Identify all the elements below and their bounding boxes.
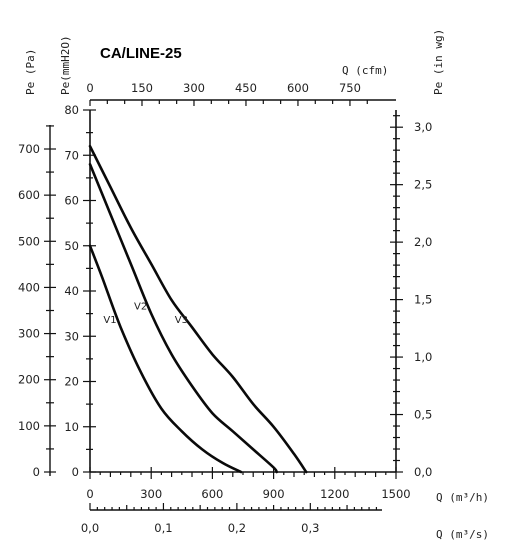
- mmh2o-tick-label: 40: [64, 284, 79, 298]
- mmh2o-tick-label: 60: [64, 194, 79, 208]
- m3h-tick-label: 1500: [381, 487, 410, 501]
- cfm-tick-label: 450: [235, 81, 257, 95]
- m3h-tick-label: 600: [201, 487, 223, 501]
- mmh2o-tick-label: 70: [64, 148, 79, 162]
- inwg-tick-label: 0,5: [414, 408, 432, 422]
- mmh2o-tick-label: 10: [64, 420, 79, 434]
- pa-tick-label: 400: [18, 280, 40, 294]
- m3s-tick-label: 0,3: [301, 521, 319, 535]
- mmh2o-tick-label: 30: [64, 329, 79, 343]
- mmh2o-tick-label: 20: [64, 375, 79, 389]
- m3s-tick-label: 0,2: [228, 521, 246, 535]
- series-line-v3: [88, 144, 308, 474]
- m3s-tick-label: 0,0: [81, 521, 99, 535]
- inwg-tick-label: 3,0: [414, 120, 432, 134]
- y-axis-label-mmh2o: Pe(mmH2O): [59, 35, 72, 95]
- series-line-v2: [88, 163, 278, 474]
- series-label-v2: V2: [134, 302, 147, 313]
- series-label-v3: V3: [175, 315, 188, 326]
- chart-curves: V1 V2 V3: [88, 144, 308, 474]
- inwg-tick-label: 2,0: [414, 235, 432, 249]
- pa-tick-label: 500: [18, 234, 40, 248]
- series-line-v1: [88, 244, 243, 474]
- y-axis-label-pa: Pe (Pa): [24, 49, 37, 95]
- inwg-tick-label: 0,0: [414, 465, 432, 479]
- series-label-v1: V1: [103, 315, 116, 326]
- pa-tick-label: 200: [18, 373, 40, 387]
- mmh2o-tick-label: 50: [64, 239, 79, 253]
- top-axis-label-cfm: Q (cfm): [342, 64, 388, 77]
- pa-tick-label: 700: [18, 142, 40, 156]
- bottom-axis-label-m3s: Q (m³/s): [436, 528, 489, 541]
- chart-axes: [49, 99, 397, 511]
- inwg-tick-label: 1,0: [414, 350, 432, 364]
- bottom-axis-label-m3h: Q (m³/h): [436, 491, 489, 504]
- pa-tick-label: 300: [18, 327, 40, 341]
- chart-title: CA/LINE-25: [100, 45, 182, 62]
- cfm-tick-label: 600: [287, 81, 309, 95]
- m3h-tick-label: 300: [140, 487, 162, 501]
- y-axis-label-inwg: Pe (in wg): [432, 29, 445, 95]
- chart-ticks: 0 10 20 30 40 50 60 70 80 0 100 200 300 400 500 600 700 0…: [18, 81, 432, 535]
- mmh2o-tick-label: 0: [72, 465, 79, 479]
- m3s-tick-label: 0,1: [154, 521, 172, 535]
- mmh2o-tick-label: 80: [64, 103, 79, 117]
- m3h-tick-label: 900: [263, 487, 285, 501]
- cfm-tick-label: 150: [131, 81, 153, 95]
- pa-tick-label: 600: [18, 188, 40, 202]
- inwg-tick-label: 2,5: [414, 178, 432, 192]
- cfm-tick-label: 0: [86, 81, 93, 95]
- pa-tick-label: 0: [33, 465, 40, 479]
- inwg-tick-label: 1,5: [414, 293, 432, 307]
- m3h-tick-label: 0: [86, 487, 93, 501]
- m3h-tick-label: 1200: [320, 487, 349, 501]
- pa-tick-label: 100: [18, 419, 40, 433]
- cfm-tick-label: 750: [339, 81, 361, 95]
- cfm-tick-label: 300: [183, 81, 205, 95]
